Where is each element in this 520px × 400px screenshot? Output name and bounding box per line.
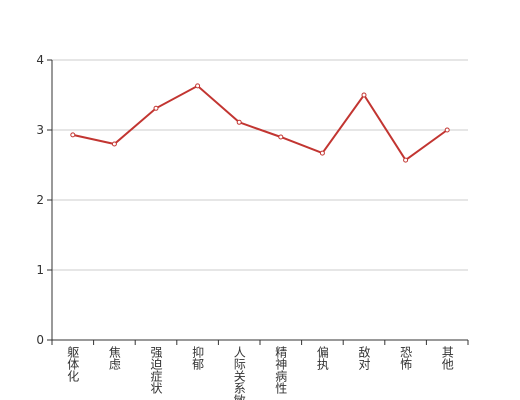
x-tick-label: 恐怖: [399, 346, 413, 370]
x-tick-label: 精神病性: [274, 346, 288, 395]
y-tick-label: 2: [36, 193, 44, 207]
point: [444, 127, 450, 133]
line: [72, 84, 448, 162]
x-tick-label: 偏执: [315, 345, 329, 371]
x-tick-label: 强迫症状: [149, 346, 163, 394]
point: [319, 150, 325, 156]
x-tick-label: 其他: [440, 346, 454, 370]
point: [195, 83, 201, 89]
point: [236, 119, 242, 125]
point: [70, 132, 76, 138]
x-tick-label: 抑郁: [191, 345, 205, 371]
x-tick-label: 人际关系敏感: [232, 346, 246, 400]
point: [153, 105, 159, 111]
point: [403, 157, 409, 163]
x-tick-label: 敌对: [357, 345, 371, 370]
point: [361, 92, 367, 98]
point: [111, 141, 117, 147]
x-tick-label: 躯体化: [66, 345, 80, 383]
y-tick-label: 1: [36, 263, 44, 277]
x-tick-label: 焦虑: [107, 346, 121, 370]
y-tick-label: 0: [36, 333, 44, 347]
y-tick-label: 3: [36, 123, 44, 137]
y-tick-label: 4: [36, 53, 44, 67]
point: [278, 134, 284, 140]
